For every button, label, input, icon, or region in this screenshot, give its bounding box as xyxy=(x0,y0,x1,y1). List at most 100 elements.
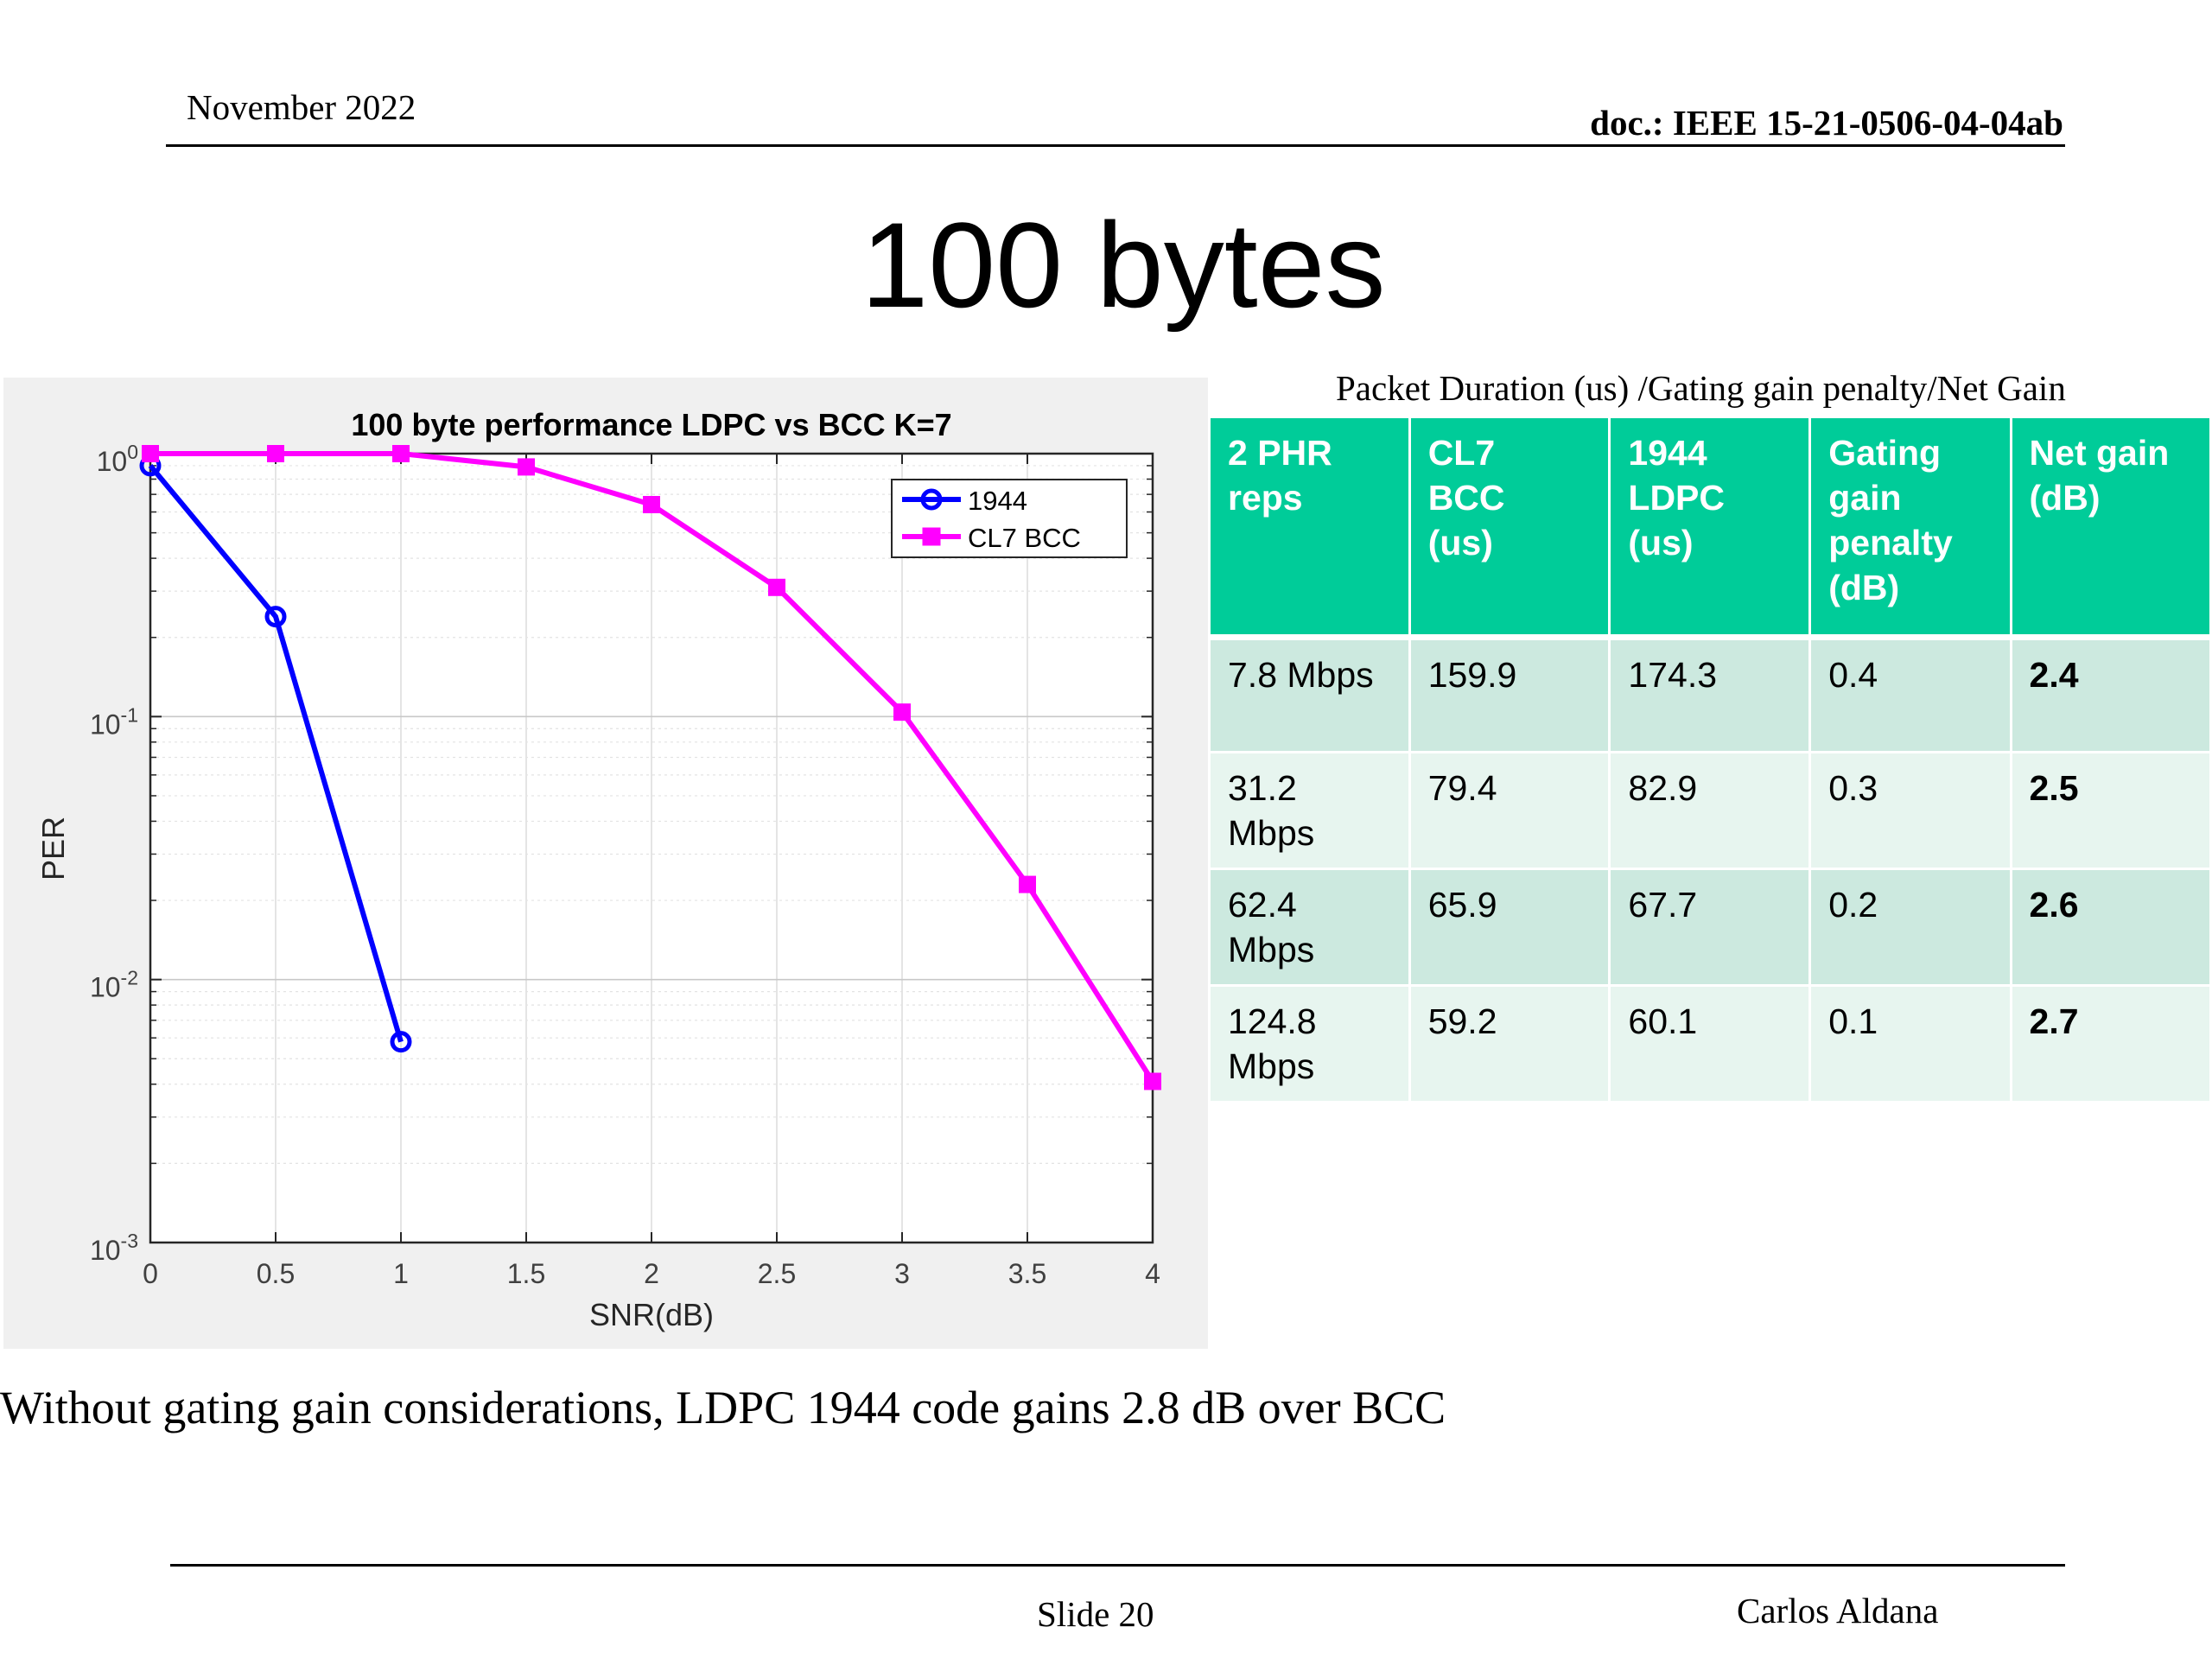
y-tick-label: 10-3 xyxy=(90,1230,138,1266)
x-tick-label: 3.5 xyxy=(1008,1258,1046,1289)
table-row: 62.4 Mbps 65.9 67.7 0.2 2.6 xyxy=(1208,868,2212,987)
point-cl7-bcc xyxy=(1144,1072,1161,1090)
series xyxy=(139,445,1161,1090)
cell-line: CL7 xyxy=(1427,433,1496,473)
header-rule xyxy=(166,144,2065,147)
legend-marker-cl7-bcc xyxy=(922,527,941,546)
cell-line: gain xyxy=(1828,478,1902,518)
cell-line: Net gain xyxy=(2029,433,2170,473)
x-tick-label: 1.5 xyxy=(507,1258,545,1289)
point-1944 xyxy=(264,606,287,628)
table-row: 124.8 Mbps 59.2 60.1 0.1 2.7 xyxy=(1208,984,2212,1103)
table-row: 7.8 Mbps 159.9 174.3 0.4 2.4 xyxy=(1208,636,2212,753)
cell-line: Mbps xyxy=(1228,1046,1315,1086)
x-tick-label: 3 xyxy=(894,1258,910,1289)
point-cl7-bcc xyxy=(893,703,911,721)
chart-panel: 0 0.5 1 1.5 2 2.5 3 3.5 4 100 10-1 10-2 10-3 100 byt… xyxy=(3,378,1208,1349)
cell-ldpc-1944: 174.3 xyxy=(1608,636,1812,753)
cell-rate: 62.4 Mbps xyxy=(1208,868,1411,987)
cell-line: Mbps xyxy=(1228,813,1315,853)
cell-line: Mbps xyxy=(1228,930,1315,969)
y-tick-exponent: -2 xyxy=(121,967,138,989)
point-cl7-bcc xyxy=(518,458,535,476)
point-cl7-bcc xyxy=(142,445,159,462)
series-line-1944 xyxy=(148,463,404,1043)
slide-title: 100 bytes xyxy=(861,197,1386,333)
chart-title: 100 byte performance LDPC vs BCC K=7 xyxy=(351,407,951,442)
footer-rule xyxy=(170,1564,2065,1567)
cell-net-gain: 2.6 xyxy=(2009,868,2212,987)
y-tick-exponent: 0 xyxy=(127,441,138,463)
cell-line: 2 PHR xyxy=(1228,433,1332,473)
x-tick-label: 1 xyxy=(393,1258,409,1289)
point-1944 xyxy=(390,1031,412,1053)
cell-gating-penalty: 0.1 xyxy=(1808,984,2012,1103)
y-tick-label: 10-1 xyxy=(90,703,138,740)
column-header: Gating gain penalty (dB) xyxy=(1808,416,2012,639)
x-tick-label: 0.5 xyxy=(257,1258,295,1289)
cell-cl7-bcc: 159.9 xyxy=(1408,636,1611,753)
cell-net-gain: 2.7 xyxy=(2009,984,2212,1103)
legend-label-cl7-bcc: CL7 BCC xyxy=(968,523,1081,553)
cell-cl7-bcc: 59.2 xyxy=(1408,984,1611,1103)
x-tick-label: 0 xyxy=(143,1258,158,1289)
cell-net-gain: 2.5 xyxy=(2009,751,2212,870)
cell-line: (us) xyxy=(1628,523,1694,563)
cell-line: BCC xyxy=(1427,478,1505,518)
chart-legend: 1944 CL7 BCC xyxy=(891,479,1128,558)
cell-line: 62.4 xyxy=(1228,885,1297,925)
cell-line: 124.8 xyxy=(1228,1001,1317,1041)
cell-gating-penalty: 0.3 xyxy=(1808,751,2012,870)
y-tick-exponent: -3 xyxy=(121,1230,138,1252)
cell-rate: 124.8 Mbps xyxy=(1208,984,1411,1103)
y-tick-base: 10 xyxy=(90,1235,121,1266)
cell-line: (us) xyxy=(1427,523,1493,563)
table-row: 31.2 Mbps 79.4 82.9 0.3 2.5 xyxy=(1208,751,2212,870)
cell-ldpc-1944: 60.1 xyxy=(1608,984,1812,1103)
x-axis-label: SNR(dB) xyxy=(589,1297,714,1332)
y-axis-label: PER xyxy=(35,817,71,880)
point-cl7-bcc xyxy=(392,445,410,462)
x-tick-label: 2.5 xyxy=(758,1258,796,1289)
x-tick-label: 4 xyxy=(1145,1258,1160,1289)
y-tick-base: 10 xyxy=(90,709,121,740)
column-header: 2 PHR reps xyxy=(1208,416,1411,639)
table-caption: Packet Duration (us) /Gating gain penalt… xyxy=(1336,368,2066,408)
table-body: 7.8 Mbps 159.9 174.3 0.4 2.4 31.2 Mbps 79.4 82.9… xyxy=(1208,636,2212,1103)
footnote: Without gating gain considerations, LDPC… xyxy=(0,1382,1446,1433)
cell-ldpc-1944: 82.9 xyxy=(1608,751,1812,870)
cell-line: Gating xyxy=(1828,433,1942,473)
table-header-row: 2 PHR reps CL7 BCC (us) 1944 LDPC (us) Gating gai… xyxy=(1208,416,2212,639)
cell-rate: 31.2 Mbps xyxy=(1208,751,1411,870)
y-tick-label: 100 xyxy=(97,441,138,477)
cell-net-gain: 2.4 xyxy=(2009,636,2212,753)
footer-slide-number: Slide 20 xyxy=(1037,1594,1154,1634)
x-tick-label: 2 xyxy=(644,1258,659,1289)
legend-marker-1944 xyxy=(920,488,943,511)
cell-line: (dB) xyxy=(1828,568,1900,607)
cell-line: (dB) xyxy=(2029,478,2101,518)
y-tick-base: 10 xyxy=(97,446,128,477)
header-doc-id: doc.: IEEE 15-21-0506-04-04ab xyxy=(1590,103,2063,143)
cell-ldpc-1944: 67.7 xyxy=(1608,868,1812,987)
point-cl7-bcc xyxy=(643,495,660,513)
duration-table: 2 PHR reps CL7 BCC (us) 1944 LDPC (us) Gating gai… xyxy=(1208,416,2212,1103)
point-cl7-bcc xyxy=(1019,875,1036,893)
y-tick-exponent: -1 xyxy=(121,703,138,726)
cell-gating-penalty: 0.2 xyxy=(1808,868,2012,987)
cell-line: penalty xyxy=(1828,523,1953,563)
column-header: Net gain (dB) xyxy=(2009,416,2212,639)
point-cl7-bcc xyxy=(267,445,284,462)
column-header: 1944 LDPC (us) xyxy=(1608,416,1812,639)
cell-cl7-bcc: 65.9 xyxy=(1408,868,1611,987)
point-cl7-bcc xyxy=(768,578,785,596)
y-tick-label: 10-2 xyxy=(90,967,138,1003)
cell-line: LDPC xyxy=(1628,478,1726,518)
footer-author: Carlos Aldana xyxy=(1737,1591,1939,1630)
cell-line: 7.8 Mbps xyxy=(1228,655,1374,695)
cell-rate: 7.8 Mbps xyxy=(1208,636,1411,753)
legend-label-1944: 1944 xyxy=(968,486,1027,516)
cell-gating-penalty: 0.4 xyxy=(1808,636,2012,753)
